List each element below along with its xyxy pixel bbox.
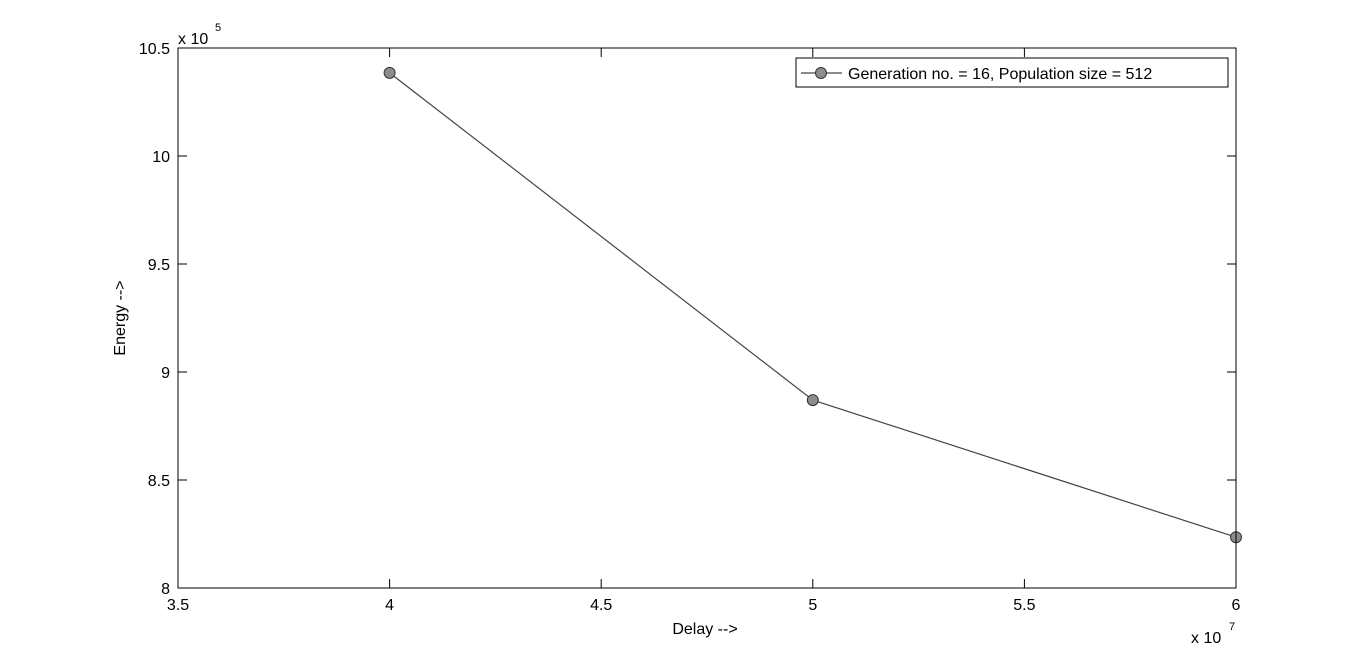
x-tick-label: 6 [1232, 597, 1241, 614]
y-exponent-power: 5 [215, 22, 221, 34]
y-tick-label: 10 [152, 149, 170, 166]
data-point-marker [383, 66, 396, 79]
x-tick-label: 5 [808, 597, 817, 614]
x-exponent-label: x 10 7 [1191, 621, 1235, 647]
x-tick-label: 3.5 [167, 597, 189, 614]
x-exponent-power: 7 [1229, 621, 1235, 633]
legend-entry-label: Generation no. = 16, Population size = 5… [848, 66, 1152, 83]
x-axis-label: Delay --> [672, 621, 737, 638]
data-point-marker [806, 394, 819, 407]
legend-marker-swatch [815, 67, 827, 79]
y-tick-label: 9.5 [148, 257, 170, 274]
y-axis-label: Energy --> [112, 280, 129, 355]
x-exponent-base: x 10 [1191, 630, 1221, 647]
y-tick-label: 9 [161, 365, 170, 382]
y-tick-label: 8 [161, 581, 170, 598]
tick-labels: 3.5 4 4.5 5 5.5 6 8 8.5 9 9.5 10 10.5 [139, 41, 1241, 614]
plot-frame [177, 47, 1237, 589]
y-tick-label: 10.5 [139, 41, 170, 58]
y-tick-label: 8.5 [148, 473, 170, 490]
x-tick-label: 4 [385, 597, 394, 614]
x-tick-label: 5.5 [1013, 597, 1035, 614]
y-exponent-base: x 10 [178, 31, 208, 48]
legend: Generation no. = 16, Population size = 5… [795, 57, 1229, 88]
y-exponent-label: x 10 5 [178, 22, 221, 48]
legend-box [795, 57, 1229, 88]
x-tick-label: 4.5 [590, 597, 612, 614]
